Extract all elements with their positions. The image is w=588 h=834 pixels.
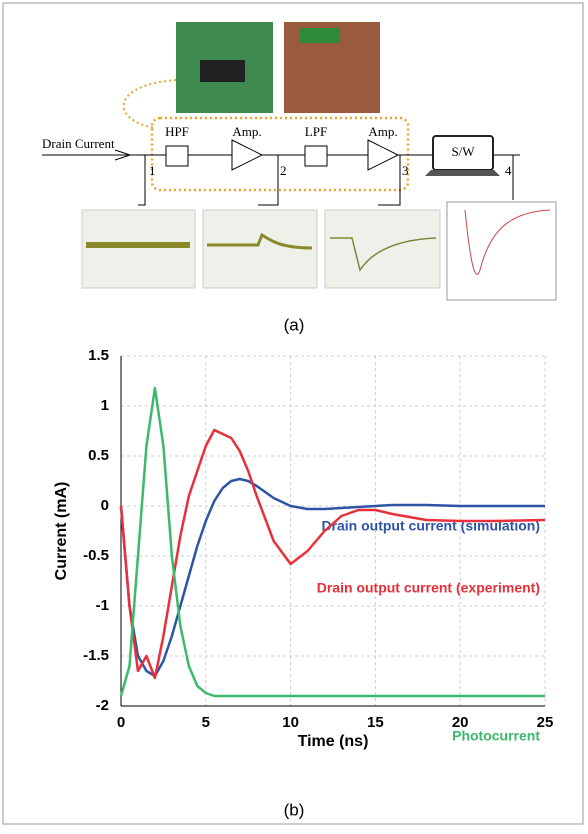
y-tick-label: -0.5 <box>83 547 109 564</box>
caption: (b) <box>284 800 305 819</box>
amplifier <box>231 139 264 171</box>
y-tick-label: -1.5 <box>83 647 109 664</box>
series-line <box>119 386 545 698</box>
point-label: 4 <box>505 163 512 178</box>
y-tick-label: -1 <box>96 597 109 614</box>
block <box>165 145 189 167</box>
series-label: Drain output current (experiment) <box>317 580 540 596</box>
x-tick-label: 15 <box>367 714 384 731</box>
y-tick-label: 0.5 <box>88 447 109 464</box>
amplifier <box>367 139 400 171</box>
caption: (a) <box>284 315 305 334</box>
block-label: Amp. <box>232 124 261 139</box>
point-label: 2 <box>280 163 287 178</box>
block-label: HPF <box>165 124 189 139</box>
y-axis-title: Current (mA) <box>53 482 70 581</box>
callout <box>122 79 177 129</box>
x-tick-label: 20 <box>452 714 469 731</box>
thumbnail-trace <box>464 209 551 275</box>
point-label: 1 <box>149 163 156 178</box>
x-tick-label: 25 <box>537 714 554 731</box>
series-label: Photocurrent <box>452 728 540 744</box>
chip <box>200 60 245 82</box>
block-label: LPF <box>305 124 327 139</box>
y-tick-label: -2 <box>96 697 109 714</box>
series-line <box>119 428 546 680</box>
arrow <box>114 149 132 161</box>
block-label: Amp. <box>368 124 397 139</box>
plot-thumbnail <box>446 201 557 301</box>
input-label: Drain Current <box>42 136 115 151</box>
x-tick-label: 0 <box>117 714 125 731</box>
frame <box>2 2 584 825</box>
x-tick-label: 10 <box>282 714 299 731</box>
block <box>304 145 328 167</box>
point-label: 3 <box>402 163 409 178</box>
scope-trace <box>207 232 313 250</box>
scope <box>324 209 441 289</box>
block-label: S/W <box>451 144 475 159</box>
y-tick-label: 0 <box>101 497 109 514</box>
x-tick-label: 5 <box>202 714 210 731</box>
x-axis-title: Time (ns) <box>298 733 369 750</box>
probes <box>138 155 514 206</box>
connector <box>300 28 340 43</box>
scope-trace <box>330 237 437 272</box>
series-line <box>119 477 545 678</box>
laptop-base <box>425 170 500 176</box>
scope <box>81 209 196 289</box>
y-tick-label: 1 <box>101 397 109 414</box>
scope <box>202 209 318 289</box>
module-box <box>150 116 410 192</box>
y-tick-label: 1.5 <box>88 347 109 364</box>
chart: -2 -1.5 -1 -0.5 0 0.5 1 1.5 0 5 10 15 20 25 Time (ns) C… <box>53 347 553 750</box>
